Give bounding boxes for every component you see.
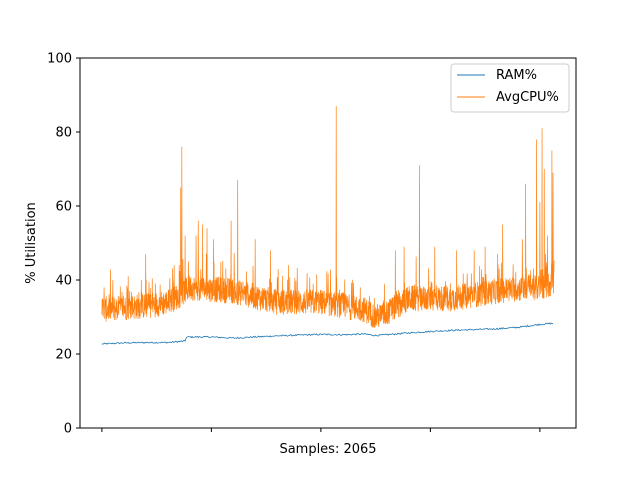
y-tick-label: 20 <box>55 348 72 363</box>
y-tick-label: 0 <box>64 422 72 437</box>
legend-label-ram: RAM% <box>496 68 537 83</box>
legend: RAM% AvgCPU% <box>450 63 570 113</box>
legend-label-avgcpu: AvgCPU% <box>496 90 559 105</box>
y-tick-label: 80 <box>55 126 72 141</box>
y-axis-label: % Utilisation <box>24 202 39 284</box>
x-axis-label: Samples: 2065 <box>279 442 376 457</box>
plot-frame <box>79 57 577 429</box>
y-tick-label: 100 <box>47 52 72 67</box>
series-line-ram <box>101 322 554 345</box>
y-tick-label: 40 <box>55 274 72 289</box>
legend-box <box>450 63 570 113</box>
y-tick-label: 60 <box>55 200 72 215</box>
series-line-avgcpu <box>101 106 555 328</box>
